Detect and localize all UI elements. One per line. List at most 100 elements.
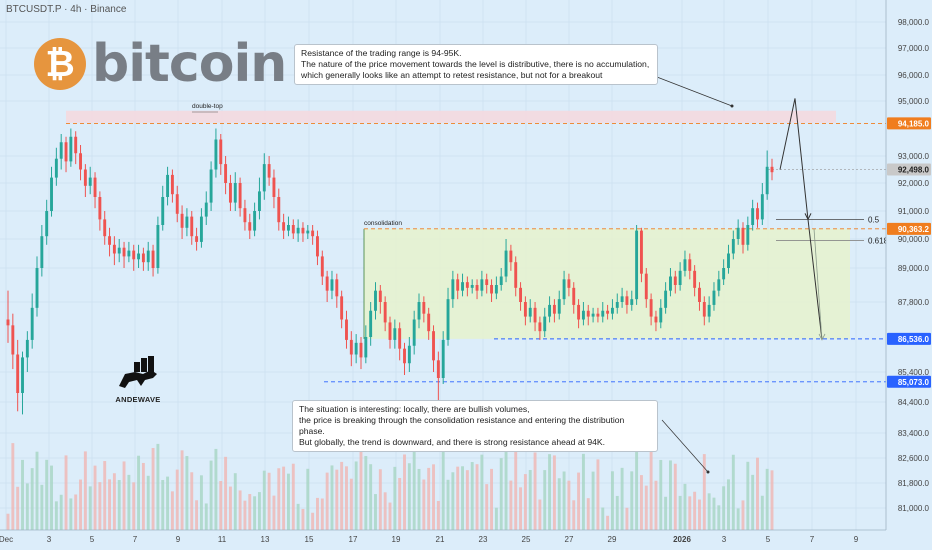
volume-bar [132,482,136,530]
time-tick-label: 21 [436,535,445,544]
volume-bar [301,508,305,530]
volume-bar [59,494,63,530]
consolidation-label: consolidation [364,220,402,227]
candle-body [562,279,566,300]
price-label-bg [887,375,931,388]
price-label-bg [887,222,931,235]
volume-bar [412,446,416,530]
candle-body [485,279,489,285]
candle-body [601,310,605,317]
bitcoin-logo: ₿ bitcoin [34,34,287,94]
volume-bar [591,471,595,530]
volume-bar [751,474,755,530]
situation-annotation[interactable]: The situation is interesting: locally, t… [292,400,658,452]
candle-body [79,153,82,170]
candle-body [499,276,503,285]
candle-body [756,208,759,220]
candle-body [702,302,706,317]
volume-bar [727,479,730,530]
volume-bar [35,451,39,530]
volume-bar [519,487,523,530]
volume-bar [296,503,300,530]
candle-body [509,250,513,263]
candle-body [664,290,668,308]
candle-body [219,139,223,165]
candle-body [69,136,73,162]
candle-body [673,276,677,285]
candle-body [712,290,716,305]
candle-body [151,250,155,268]
price-tick-label: 81,800.0 [898,479,930,488]
candle-body [345,319,348,340]
candle-body [204,202,208,217]
volume-bar [180,450,184,530]
volume-bar [451,472,455,530]
resistance-zone [66,110,836,123]
volume-bar [195,500,199,530]
time-tick-label: 9 [854,535,859,544]
price-tick-label: 95,000.0 [898,97,930,106]
candle-body [470,285,474,288]
candle-body [93,177,97,197]
candle-body [243,208,247,223]
candle-body [117,247,121,254]
volume-bar [330,465,334,530]
candle-body [369,310,373,337]
volume-bar [219,481,223,530]
candle-body [581,310,585,320]
candle-body [291,225,295,234]
volume-bar [141,462,145,530]
candle-body [296,227,300,234]
candle-body [170,174,174,195]
time-tick-label: 17 [349,535,358,544]
candle-body [422,302,426,314]
candle-body [190,216,194,237]
candle-body [199,216,203,242]
volume-bar [688,496,692,530]
bottom-note-connector [661,419,709,473]
volume-bar [277,468,281,530]
fib-label-0.5: 0.5 [868,215,880,224]
volume-bar [644,485,648,530]
price-axis-bg [886,0,932,550]
volume-bar [760,495,764,530]
candle-body [717,279,721,291]
volume-bar [654,480,658,530]
candle-body [306,230,310,234]
volume-bar [702,454,706,530]
price-label-bg [887,163,931,176]
volume-bar [166,476,170,530]
candle-body [364,337,368,358]
candle-body [765,166,769,195]
candle-body [446,299,450,340]
double-top-label: double-top [192,103,223,110]
volume-bar [543,470,547,530]
volume-bar [21,459,24,530]
candle-body [122,247,126,257]
candle-body [451,279,455,300]
candle-body [180,213,184,228]
volume-bar [156,443,160,530]
volume-bar [610,471,614,530]
resistance-annotation[interactable]: Resistance of the trading range is 94-95… [294,44,658,85]
volume-bar [340,461,344,530]
volume-bar [369,464,373,530]
volume-bar [475,464,479,530]
volume-bar [238,490,242,530]
candle-body [514,262,518,288]
price-label: 92,498.0 [898,166,930,175]
volume-bar [577,472,581,530]
volume-bar [45,459,49,530]
volume-bar [693,491,697,530]
volume-bar [669,460,672,530]
candle-body [615,302,619,308]
volume-bar [514,446,518,530]
volume-bar [69,498,73,530]
volume-bar [6,513,10,530]
price-label: 90,363.2 [898,225,930,234]
candle-body [383,302,387,323]
candle-body [432,331,435,361]
candle-body [224,164,228,183]
time-tick-label: 3 [47,535,52,544]
